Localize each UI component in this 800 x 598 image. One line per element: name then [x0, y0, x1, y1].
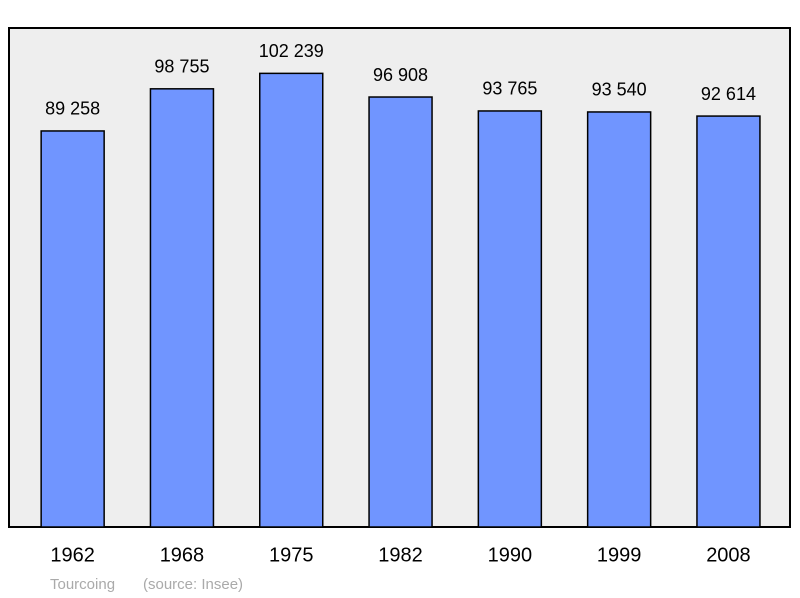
chart-subtitle: Tourcoing	[50, 576, 115, 593]
bar	[40, 130, 105, 528]
x-tick-label: 1999	[597, 544, 642, 566]
bar	[586, 111, 652, 528]
bar	[259, 72, 324, 528]
x-tick-label: 1968	[160, 544, 205, 566]
value-label: 93 765	[482, 79, 537, 99]
value-label: 102 239	[259, 41, 324, 61]
x-tick-label: 2008	[706, 544, 751, 566]
value-label: 89 258	[45, 99, 100, 119]
x-tick-label: 1962	[50, 544, 95, 566]
bar	[368, 96, 433, 528]
bar	[477, 110, 543, 528]
bar	[149, 88, 215, 528]
value-label: 93 540	[592, 80, 647, 100]
bar	[696, 115, 761, 528]
source-note: (source: Insee)	[143, 576, 243, 593]
value-label: 96 908	[373, 65, 428, 85]
x-tick-label: 1975	[269, 544, 314, 566]
x-tick-label: 1982	[378, 544, 423, 566]
value-label: 92 614	[701, 84, 756, 104]
value-label: 98 755	[154, 57, 209, 77]
x-tick-label: 1990	[488, 544, 533, 566]
